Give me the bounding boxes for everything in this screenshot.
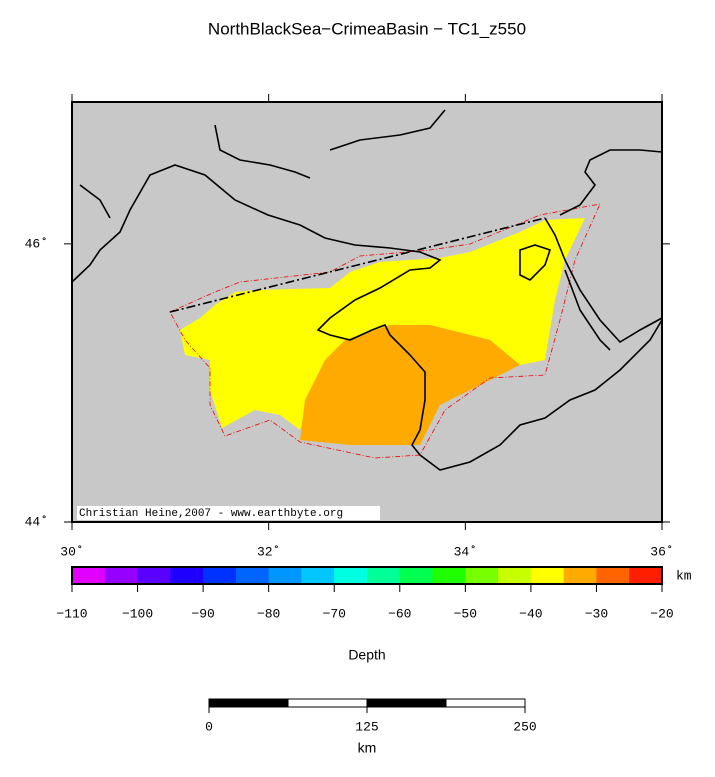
colorbar-frame xyxy=(71,566,663,585)
credit: Christian Heine,2007 - www.earthbyte.org xyxy=(79,508,343,520)
colorbar-swatch xyxy=(399,567,434,584)
colorbar-label: Depth xyxy=(348,647,385,663)
y-tick-label: 46˚ xyxy=(25,236,48,251)
coastline xyxy=(559,149,663,216)
coastline xyxy=(79,109,446,219)
colorbar-swatch xyxy=(170,567,204,584)
colorbar-tick-label: −90 xyxy=(191,606,214,621)
coastline xyxy=(564,269,611,351)
scalebar-segment xyxy=(287,698,368,708)
colorbar-swatch xyxy=(301,567,335,584)
colorbar-tick-label: −30 xyxy=(585,606,608,621)
colorbar-tick-label: −70 xyxy=(323,606,346,621)
title: NorthBlackSea−CrimeaBasin − TC1_z550 xyxy=(208,19,526,38)
colorbar-swatch xyxy=(465,567,499,584)
colorbar-swatch xyxy=(530,567,565,584)
x-tick-label: 30˚ xyxy=(60,544,83,559)
colorbar-swatch xyxy=(137,567,171,584)
colorbar-swatch xyxy=(104,567,139,584)
colorbar-tick-label: −60 xyxy=(388,606,411,621)
scalebar-segment xyxy=(366,698,447,708)
coastline xyxy=(71,164,663,471)
colorbar-swatch xyxy=(563,567,597,584)
colorbar-tick-label: −110 xyxy=(56,606,87,621)
scalebar-tick-label: 0 xyxy=(205,719,213,734)
depth-zone-orange xyxy=(300,325,520,445)
transect-line xyxy=(169,217,546,313)
colorbar-swatch xyxy=(235,567,270,584)
scalebar-segment xyxy=(445,698,526,708)
scalebar-tick-label: 250 xyxy=(513,719,536,734)
coastline xyxy=(544,217,663,344)
y-tick-label: 44˚ xyxy=(25,514,48,529)
colorbar-swatch xyxy=(498,567,532,584)
colorbar-swatch xyxy=(203,567,237,584)
colorbar-swatch xyxy=(629,567,663,584)
colorbar-swatch xyxy=(432,567,466,584)
x-tick-label: 36˚ xyxy=(650,544,673,559)
scalebar-unit: km xyxy=(358,740,377,756)
map-frame xyxy=(71,101,663,523)
colorbar: km Depth −110 −100 −90 −80 −70 −60 −50 −40 −30 −2… xyxy=(56,566,692,663)
colorbar-swatch xyxy=(72,567,106,584)
scalebar: km 0 125 250 xyxy=(205,698,537,756)
scalebar-tick-label: 125 xyxy=(355,719,378,734)
colorbar-tick-label: −100 xyxy=(122,606,153,621)
map: Christian Heine,2007 - www.earthbyte.org xyxy=(71,101,663,523)
colorbar-unit: km xyxy=(676,568,692,583)
colorbar-swatch xyxy=(268,567,302,584)
scalebar-segment xyxy=(208,698,289,708)
credit-background xyxy=(77,506,380,520)
colorbar-tick-label: −80 xyxy=(257,606,280,621)
colorbar-swatch xyxy=(596,567,630,584)
colorbar-swatch xyxy=(367,567,401,584)
coastline xyxy=(519,244,552,281)
x-tick-label: 32˚ xyxy=(257,544,280,559)
x-tick-label: 34˚ xyxy=(454,544,477,559)
colorbar-swatch xyxy=(334,567,368,584)
colorbar-tick-label: −40 xyxy=(519,606,542,621)
depth-zone-yellow xyxy=(180,218,585,430)
colorbar-tick-label: −50 xyxy=(454,606,477,621)
colorbar-tick-label: −20 xyxy=(650,606,673,621)
